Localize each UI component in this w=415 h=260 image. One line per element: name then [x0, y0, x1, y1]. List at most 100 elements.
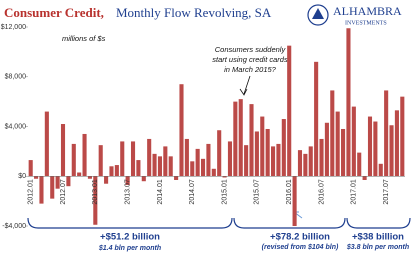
period-note: $3.8 bln per month [346, 244, 409, 251]
bar [55, 176, 60, 189]
bar [44, 111, 49, 177]
bar [335, 111, 340, 177]
bar [82, 133, 87, 177]
bar [308, 146, 313, 177]
bar [319, 138, 324, 177]
bar [136, 160, 141, 177]
bar [244, 145, 249, 177]
bar [120, 141, 125, 177]
subtitle: millions of $s [62, 34, 106, 43]
bar [378, 163, 383, 177]
bar [114, 165, 119, 177]
x-tick-label: 2013.07 [124, 179, 131, 204]
x-tick-label: 2017.07 [383, 179, 390, 204]
bar [60, 124, 66, 177]
bar [39, 176, 44, 204]
bar [367, 116, 373, 177]
bar [271, 146, 276, 177]
bar [93, 176, 98, 225]
bar [227, 141, 233, 177]
bar [152, 153, 157, 177]
bar [254, 131, 259, 177]
y-tick-label: -$4,000 [2, 223, 26, 230]
x-tick-label: 2012.01 [28, 179, 35, 204]
title: Monthly Flow Revolving, SA [116, 5, 272, 20]
bar [394, 110, 399, 177]
bar [292, 176, 297, 226]
logo-icon [307, 4, 329, 26]
bar [184, 138, 189, 177]
bar [276, 143, 281, 177]
y-tick-label: $0 [18, 173, 26, 180]
period-total: +$78.2 billion [270, 232, 330, 243]
period-bracket [27, 217, 411, 229]
y-tick-label: $4,000 [5, 123, 27, 130]
logo-name: ALHAMBRA [333, 4, 402, 18]
bar [34, 176, 39, 179]
bar [200, 158, 206, 177]
x-tick-label: 2016.07 [318, 179, 325, 204]
bar [109, 166, 114, 177]
x-tick-label: 2012.07 [60, 179, 67, 204]
bar [174, 176, 179, 180]
period-note: $1.4 bln per month [98, 245, 161, 252]
bar [195, 148, 200, 177]
bar [324, 122, 329, 177]
bar [351, 106, 356, 177]
bar [330, 90, 335, 177]
bar [249, 104, 254, 177]
bar [238, 99, 243, 177]
title: Consumer Credit, [4, 5, 104, 20]
bar [314, 61, 319, 177]
bar [281, 119, 286, 177]
bar [217, 130, 222, 177]
bar [125, 176, 130, 185]
period-total: +$51.2 billion [100, 232, 160, 243]
bar [179, 84, 184, 177]
bar [222, 176, 227, 178]
bar [357, 152, 362, 177]
bar [389, 125, 394, 177]
bar [168, 156, 173, 177]
period-total: +$38 billion [352, 232, 404, 243]
bar [28, 160, 33, 177]
bar [87, 176, 92, 179]
annotation: start using credit cards [212, 55, 288, 64]
bar [400, 96, 405, 177]
bar [163, 146, 168, 177]
bar [66, 176, 71, 187]
bar [50, 176, 55, 199]
bar [77, 172, 82, 177]
x-tick-label: 2014.07 [189, 179, 196, 204]
bar [373, 121, 378, 177]
bar [362, 176, 367, 180]
bar [297, 150, 303, 177]
bar [384, 90, 389, 177]
annotation-arrow [239, 75, 251, 96]
x-tick-label: 2017.01 [351, 179, 358, 204]
bar [260, 116, 265, 177]
annotation: Consumers suddenly [215, 45, 287, 54]
logo-sub: INVESTMENTS [345, 20, 387, 26]
bar [341, 128, 346, 177]
bar [98, 145, 103, 177]
x-tick-label: 2014.01 [157, 179, 164, 204]
bar [104, 176, 109, 184]
annotation: in March 2015? [224, 65, 277, 74]
bar [147, 138, 152, 177]
x-tick-label: 2015.01 [221, 179, 228, 204]
bar [287, 45, 292, 177]
period-note: (revised from $104 bln) [262, 244, 339, 251]
y-tick-label: $8,000 [5, 74, 27, 81]
logo-icon [312, 8, 324, 19]
logo: ALHAMBRA INVESTMENTS [307, 4, 402, 26]
bar [206, 143, 211, 177]
bar [157, 156, 162, 177]
bar [303, 153, 308, 177]
bar [141, 176, 146, 182]
y-tick-label: $12,000 [1, 24, 26, 31]
bar [233, 101, 238, 177]
bar [71, 143, 76, 177]
bar [346, 28, 351, 177]
